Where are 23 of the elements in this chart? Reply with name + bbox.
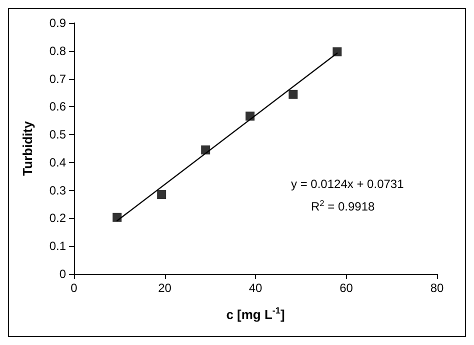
point: [157, 190, 166, 200]
x-tick-label: 0: [70, 281, 78, 295]
annotation: y = 0.0124x + 0.0731: [291, 177, 404, 191]
point: [246, 112, 255, 121]
y-tick-label: 0.8: [49, 44, 66, 58]
y-tick-label: 0.2: [49, 211, 66, 226]
y-tick-label: 0.6: [49, 100, 66, 114]
y-tick-label: 0: [59, 267, 66, 281]
y-tick-label: 0.7: [49, 72, 66, 86]
point: [201, 145, 210, 154]
point: [332, 47, 342, 56]
x-tick-label: 60: [340, 281, 354, 295]
y-tick-label: 0.9: [49, 16, 66, 30]
y-tick-label: 0.5: [49, 128, 66, 142]
y-tick-label: 0.4: [49, 155, 66, 170]
point: [288, 90, 298, 99]
x-tick-label: 20: [158, 281, 172, 295]
y-tick-label: 0.1: [49, 239, 66, 254]
point: [112, 212, 122, 222]
y-tick-label: 0.3: [49, 183, 66, 198]
x-tick-label: 40: [248, 281, 262, 295]
y-axis-title: Turbidity: [20, 120, 35, 176]
x-tick-label: 80: [430, 281, 444, 295]
